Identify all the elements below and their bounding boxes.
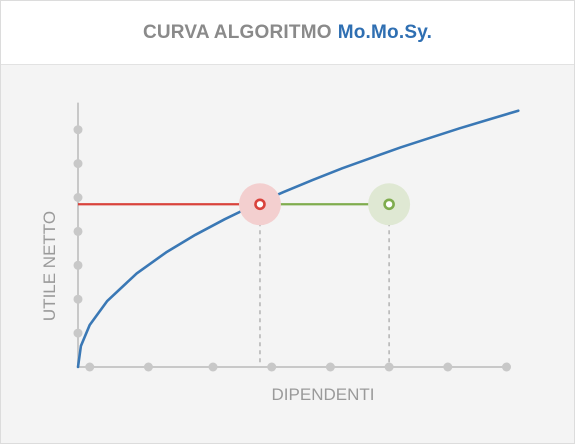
y-tick-dot [73, 193, 83, 202]
y-tick-dot [73, 125, 83, 135]
series-group [76, 109, 520, 369]
x-tick-dot [85, 362, 95, 372]
y-axis-group [73, 102, 83, 367]
green-marker-point [383, 198, 395, 211]
chart-header: CURVA ALGORITMO Mo.Mo.Sy. [1, 1, 574, 65]
y-tick-dot [73, 260, 83, 270]
x-axis-group [78, 362, 512, 372]
x-tick-dot [267, 362, 277, 372]
y-tick-dot [73, 226, 83, 236]
red-marker-point [254, 198, 266, 211]
brand-name: Mo.Mo.Sy. [337, 21, 433, 43]
x-tick-dot [384, 362, 394, 372]
y-tick-dot [73, 328, 83, 338]
x-tick-dot [143, 362, 153, 372]
curve-line [76, 109, 520, 369]
x-tick-dot [208, 362, 218, 372]
guides-group [259, 214, 390, 364]
x-tick-dot [502, 362, 512, 372]
chart-title: CURVA ALGORITMO [142, 21, 332, 43]
markers-group [238, 183, 411, 226]
x-tick-dot [325, 362, 335, 372]
y-tick-dot [73, 159, 83, 169]
x-axis-label: DIPENDENTI [272, 385, 375, 404]
y-axis-label: UTILE NETTO [40, 211, 59, 321]
y-tick-dot [73, 294, 83, 304]
x-tick-dot [443, 362, 453, 372]
